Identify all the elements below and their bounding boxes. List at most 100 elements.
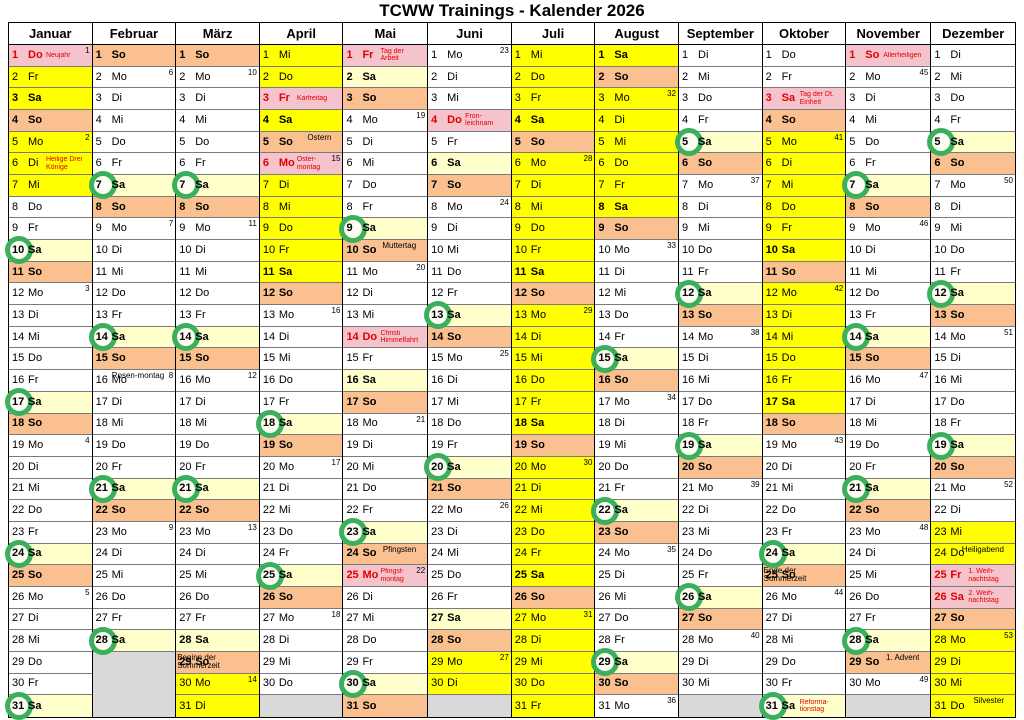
day-cell: 29 Fr	[343, 651, 428, 674]
holiday-label: 1. Weih-nachtstag	[968, 568, 999, 583]
day-number: 4	[682, 113, 689, 126]
weekday-label: Sa	[950, 590, 964, 603]
day-number: 24	[849, 547, 862, 560]
weekday-label: Mo	[278, 612, 295, 625]
weekday-label: Sa	[614, 200, 628, 213]
day-cell: 2 Fr	[9, 66, 92, 89]
day-cell: 9 Mi	[679, 218, 762, 241]
day-number: 24	[12, 547, 25, 560]
day-number: 23	[12, 525, 25, 538]
day-number: 27	[262, 612, 276, 625]
holiday-label: Pfingst-montag	[380, 568, 405, 583]
training-day-circle-icon	[255, 409, 284, 438]
week-number: 31	[583, 609, 593, 619]
day-number: 21	[95, 482, 108, 495]
day-cell: 5 Mo 41	[762, 131, 846, 154]
day-number: 18	[934, 417, 947, 430]
empty-days-filler	[846, 695, 931, 717]
day-number: 13	[262, 308, 276, 321]
day-number: 23	[95, 525, 108, 538]
weekday-label: Sa	[28, 699, 42, 712]
day-number: 4	[514, 113, 521, 126]
day-number: 9	[346, 222, 353, 235]
day-cell: 7 Sa	[172, 171, 259, 200]
day-number: 5	[346, 135, 353, 148]
day-number: 13	[934, 308, 947, 321]
day-cell: 19 Mi	[595, 435, 679, 457]
weekday-label: Fr	[614, 330, 625, 343]
weekday-label: Fr	[614, 634, 625, 647]
training-day-circle-icon	[339, 669, 368, 698]
weekday-label: Mi	[614, 439, 627, 452]
day-number: 20	[849, 460, 862, 473]
day-cell: 13 Di	[9, 305, 92, 327]
week-number: 43	[834, 436, 844, 446]
day-number: 10	[514, 243, 528, 256]
training-day-circle-icon	[758, 539, 787, 568]
day-cell: 6 Mo 28	[511, 153, 595, 176]
day-cell: 11 So	[762, 261, 846, 284]
weekday-label: Fr	[447, 135, 458, 148]
day-cell: 13 Sa	[424, 301, 511, 330]
weekday-label: Sa	[28, 92, 42, 105]
day-number: 15	[431, 352, 444, 365]
day-cell: 14 Mi	[762, 326, 846, 349]
week-number: 47	[919, 371, 929, 381]
day-number: 16	[682, 373, 695, 386]
day-cell: 18 Mo 21	[343, 413, 428, 436]
day-cell: 4 So	[9, 110, 92, 132]
day-cell: 21 Sa	[88, 474, 176, 503]
day-cell: 16 Mi	[931, 370, 1015, 392]
day-number: 19	[514, 439, 528, 452]
day-cell: 2 Do	[511, 66, 595, 89]
day-cell: 24 Mo 35	[595, 543, 679, 566]
weekday-label: Mi	[781, 178, 794, 191]
day-number: 28	[765, 634, 778, 647]
day-cell: 21 Mo 52	[931, 478, 1015, 501]
day-number: 10	[765, 243, 778, 256]
day-cell: 17 Do	[931, 391, 1015, 414]
weekday-label: Sa	[362, 677, 376, 690]
day-cell: 9 Mo 46	[846, 218, 931, 241]
day-cell: 29 Mi	[511, 651, 595, 674]
day-cell: 6 Di Heilige Drei Könige	[9, 153, 92, 176]
day-number: 14	[95, 330, 108, 343]
weekday-label: Di	[28, 612, 39, 625]
day-cell: 7 Sa	[842, 171, 931, 200]
weekday-label: Do	[28, 352, 43, 365]
day-cell: 21 Mo 39	[679, 478, 762, 501]
training-day-circle-icon	[675, 583, 704, 612]
day-number: 26	[179, 590, 192, 603]
weekday-label: Fr	[362, 48, 374, 61]
weekday-label: Mi	[698, 373, 710, 386]
weekday-label: Sa	[614, 504, 628, 517]
weekday-label: Mo	[614, 547, 630, 560]
weekday-label: Mo	[195, 373, 211, 386]
day-number: 20	[95, 460, 108, 473]
day-number: 10	[849, 243, 862, 256]
day-number: 7	[849, 178, 856, 191]
weekday-label: Di	[698, 504, 709, 517]
day-cell: 24 Mi	[428, 543, 511, 566]
training-day-circle-icon	[842, 626, 871, 655]
day-number: 28	[95, 634, 108, 647]
weekday-label: So	[614, 677, 629, 690]
day-number: 18	[682, 417, 695, 430]
day-cell: 7 Di	[259, 175, 343, 197]
day-number: 17	[431, 395, 444, 408]
weekday-label: Sa	[28, 547, 42, 560]
day-cell: 21 Mi	[9, 478, 92, 501]
weekday-label: Sa	[698, 439, 712, 452]
day-number: 28	[682, 634, 695, 647]
day-number: 27	[346, 612, 359, 625]
empty-days-filler	[92, 651, 176, 717]
weekday-label: Sa	[530, 569, 545, 582]
weekday-label: Sa	[865, 178, 879, 191]
weekday-label: Mo	[950, 634, 966, 647]
weekday-label: So	[28, 265, 43, 278]
weekday-label: Mo	[614, 395, 630, 408]
weekday-label: Sa	[614, 352, 628, 365]
day-cell: 19 Di	[343, 435, 428, 457]
day-number: 22	[95, 504, 108, 517]
week-number: 36	[667, 696, 677, 706]
